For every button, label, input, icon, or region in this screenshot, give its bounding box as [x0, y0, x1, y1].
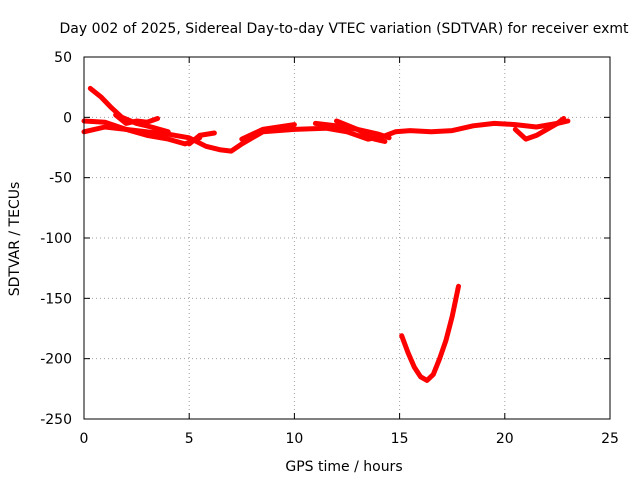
x-tick-label: 15	[391, 431, 409, 447]
grid-lines	[84, 57, 610, 419]
chart-title: Day 002 of 2025, Sidereal Day-to-day VTE…	[60, 21, 630, 37]
y-tick-label: -100	[40, 231, 72, 247]
x-tick-label: 25	[601, 431, 619, 447]
y-tick-label: -150	[40, 291, 72, 307]
series-line-sat-d	[113, 112, 161, 126]
y-tick-label: 0	[63, 110, 72, 126]
series-line-sat-j	[399, 283, 461, 383]
x-tick-label: 0	[80, 431, 89, 447]
series-line-sat-h	[334, 118, 388, 144]
y-tick-label: -50	[49, 171, 72, 187]
series-line-sat-i	[512, 116, 567, 142]
y-tick-label: -250	[40, 412, 72, 428]
y-axis-label: SDTVAR / TECUs	[7, 182, 23, 297]
axis-ticks: 0 5 10 15 20 25 50 0 -50 -100 -150 -200 -250	[40, 50, 619, 447]
y-tick-label: 50	[54, 50, 72, 66]
series-line-sat-c	[81, 118, 203, 147]
series-line-sat-a	[81, 118, 571, 154]
x-axis-label: GPS time / hours	[285, 459, 402, 475]
x-tick-label: 5	[185, 431, 194, 447]
y-tick-label: -200	[40, 352, 72, 368]
data-series	[81, 85, 571, 383]
plot-frame	[83, 56, 611, 420]
series-line-sat-e	[186, 130, 217, 147]
x-tick-label: 10	[285, 431, 303, 447]
series-line-sat-f	[239, 122, 297, 142]
x-tick-label: 20	[496, 431, 514, 447]
